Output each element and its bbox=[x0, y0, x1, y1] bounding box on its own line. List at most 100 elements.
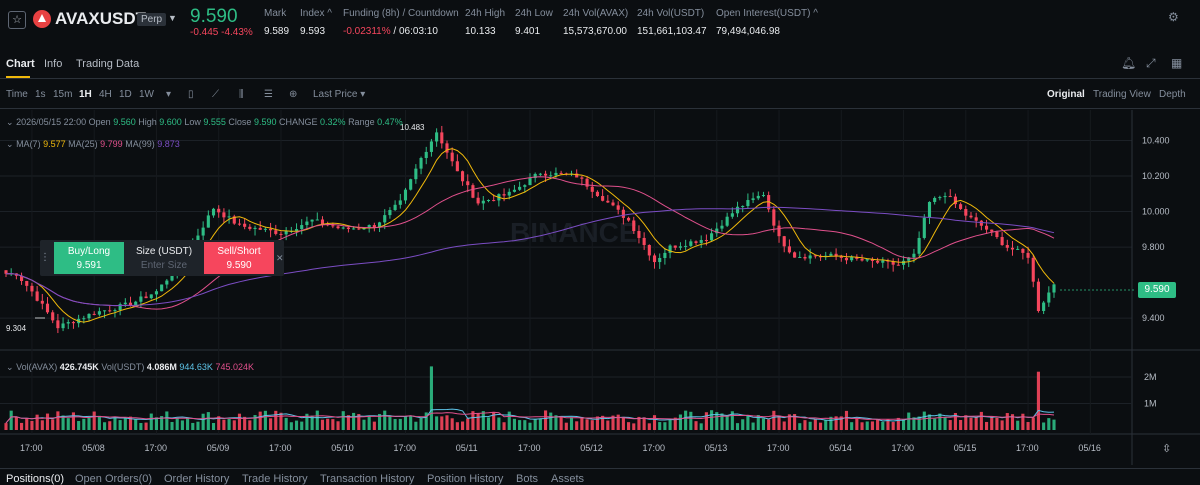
add-indicator-icon[interactable]: ⊕ bbox=[289, 89, 298, 100]
volume-bar bbox=[860, 422, 864, 430]
more-intervals-icon[interactable]: ▾ bbox=[166, 89, 172, 100]
legend-date: 2026/05/15 22:00 bbox=[16, 117, 87, 127]
tab-trading-data[interactable]: Trading Data bbox=[76, 58, 140, 70]
interval-1s[interactable]: 1s bbox=[35, 89, 46, 100]
interval-15m[interactable]: 15m bbox=[53, 89, 73, 100]
interval-4h[interactable]: 4H bbox=[99, 89, 112, 100]
grid-layout-icon[interactable]: ▦ bbox=[1171, 56, 1183, 70]
indicator-icon[interactable]: ⟋ bbox=[212, 89, 219, 100]
stat-index[interactable]: Index ^ 9.593 bbox=[300, 8, 332, 37]
interval-time[interactable]: Time bbox=[6, 89, 28, 100]
candle-body bbox=[460, 171, 465, 182]
volume-bar bbox=[258, 411, 262, 430]
candle-body bbox=[263, 228, 267, 230]
volume-bar bbox=[165, 411, 169, 430]
time-tick: 05/16 bbox=[1078, 443, 1101, 453]
volume-bar bbox=[279, 412, 283, 430]
tab-info[interactable]: Info bbox=[44, 58, 63, 70]
volume-bar bbox=[850, 422, 854, 430]
tab-positions[interactable]: Positions(0) bbox=[6, 473, 65, 485]
volume-bar bbox=[523, 420, 527, 430]
alert-bell-icon[interactable]: 🔔︎ bbox=[1121, 56, 1137, 70]
expand-icon[interactable]: ⤢ bbox=[1146, 56, 1156, 70]
tab-trade-history[interactable]: Trade History bbox=[242, 473, 308, 485]
candle-body bbox=[891, 261, 895, 265]
volume-bar bbox=[538, 418, 542, 430]
tab-open-orders[interactable]: Open Orders(0) bbox=[75, 473, 153, 485]
volume-bar bbox=[383, 410, 387, 430]
candle-body bbox=[663, 252, 667, 258]
candle-body bbox=[502, 194, 506, 196]
candle-body bbox=[730, 213, 734, 217]
candlestick-chart[interactable]: BINANCE 10.400 10.200 10.000 9.800 9.400 2M 1M… bbox=[0, 110, 1200, 465]
volume-bar bbox=[964, 415, 968, 430]
candle-body bbox=[227, 216, 231, 218]
candle-body bbox=[990, 229, 994, 232]
view-tradingview[interactable]: Trading View bbox=[1093, 89, 1151, 100]
volume-bar bbox=[808, 421, 812, 430]
legend-collapse-icon[interactable]: ⌄ bbox=[6, 139, 14, 149]
legend-collapse-icon[interactable]: ⌄ bbox=[6, 362, 14, 372]
volume-bar bbox=[647, 423, 651, 430]
drag-handle-icon[interactable]: ⋮ bbox=[40, 252, 50, 263]
volume-bar bbox=[201, 413, 205, 430]
tab-bots[interactable]: Bots bbox=[516, 473, 539, 485]
tab-transaction-history[interactable]: Transaction History bbox=[320, 473, 415, 485]
volume-bar bbox=[289, 422, 293, 430]
candle-body bbox=[486, 200, 491, 202]
interval-1d[interactable]: 1D bbox=[119, 89, 132, 100]
current-price-tag: 9.590 bbox=[1138, 282, 1176, 298]
quick-order-widget: ⋮ Buy/Long 9.591 Size (USDT) Enter Size … bbox=[40, 240, 284, 276]
candle-body bbox=[279, 233, 283, 235]
close-widget-icon[interactable]: ✕ bbox=[276, 253, 284, 263]
interval-1w[interactable]: 1W bbox=[139, 89, 154, 100]
candle-body bbox=[357, 228, 361, 230]
funding-rate: -0.02311% bbox=[343, 26, 391, 37]
view-depth[interactable]: Depth bbox=[1159, 89, 1186, 100]
tab-assets[interactable]: Assets bbox=[551, 473, 585, 485]
volume-tick: 2M bbox=[1144, 372, 1157, 382]
price-type-label: Last Price bbox=[313, 89, 358, 100]
symbol-dropdown-icon[interactable]: ▼ bbox=[168, 13, 177, 23]
volume-bar bbox=[881, 421, 885, 430]
funding-countdown: / 06:03:10 bbox=[390, 26, 438, 37]
vol-usdt-label: Vol(USDT) bbox=[101, 362, 145, 372]
size-input[interactable]: Size (USDT) Enter Size bbox=[126, 242, 202, 274]
template-icon[interactable]: ☰ bbox=[264, 89, 273, 100]
interval-1h[interactable]: 1H bbox=[79, 89, 92, 100]
candle-type-icon[interactable]: ▯ bbox=[188, 89, 194, 100]
stat-24h-vol-avax: 24h Vol(AVAX) 15,573,670.00 bbox=[563, 8, 628, 37]
price-type-select[interactable]: Last Price ▾ bbox=[313, 89, 366, 100]
candle-body bbox=[912, 253, 916, 258]
settings-gear-icon[interactable]: ⚙ bbox=[1168, 10, 1179, 24]
tab-order-history[interactable]: Order History bbox=[164, 473, 230, 485]
volume-bar bbox=[984, 421, 989, 430]
tab-chart[interactable]: Chart bbox=[6, 58, 35, 70]
favorite-star-icon[interactable]: ☆ bbox=[8, 11, 26, 29]
symbol-name[interactable]: AVAXUSDT bbox=[55, 9, 146, 28]
candle-body bbox=[315, 219, 319, 221]
view-original[interactable]: Original bbox=[1047, 89, 1085, 100]
candle-body bbox=[995, 231, 999, 238]
chart-toolbar: Time 1s 15m 1H 4H 1D 1W ▾ ▯ ⟋ ⫼ ☰ ⊕ Last… bbox=[0, 80, 1200, 109]
volume-bar bbox=[1047, 418, 1051, 430]
volume-bar bbox=[139, 423, 143, 430]
close-label: Close bbox=[228, 117, 252, 127]
sell-short-button[interactable]: Sell/Short 9.590 bbox=[204, 242, 274, 274]
compare-icon[interactable]: ⫼ bbox=[239, 89, 244, 100]
tab-position-history[interactable]: Position History bbox=[427, 473, 504, 485]
candle-body bbox=[523, 185, 527, 187]
candle-body bbox=[403, 189, 408, 201]
range-value: 0.47% bbox=[377, 117, 403, 127]
candle-body bbox=[803, 257, 807, 259]
candle-body bbox=[953, 196, 957, 205]
volume-bar bbox=[20, 422, 24, 430]
stat-value: 10.133 bbox=[465, 26, 496, 37]
legend-collapse-icon[interactable]: ⌄ bbox=[6, 117, 14, 127]
time-tick: 17:00 bbox=[892, 443, 915, 453]
stat-open-interest[interactable]: Open Interest(USDT) ^ 79,494,046.98 bbox=[716, 8, 818, 37]
volume-bar bbox=[865, 421, 869, 430]
candle-body bbox=[1026, 252, 1030, 258]
volume-bar bbox=[896, 417, 900, 430]
buy-long-button[interactable]: Buy/Long 9.591 bbox=[54, 242, 124, 274]
